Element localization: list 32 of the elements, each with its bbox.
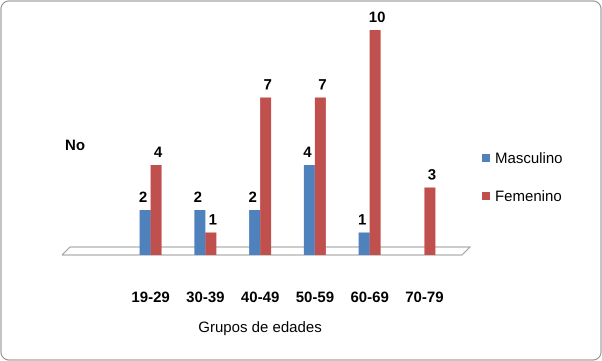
legend-label: Masculino [495,150,563,167]
data-label: 2 [194,189,202,206]
bar [424,188,436,255]
bar [194,210,206,255]
data-label: 4 [303,144,312,161]
x-tick-label: 60-69 [350,289,389,306]
y-axis-title: No [65,137,85,154]
data-label: 4 [154,144,163,161]
x-tick-label: 70-79 [405,289,444,306]
data-label: 2 [248,189,257,206]
bar [205,232,216,255]
data-label: 10 [368,9,386,26]
data-label: 1 [208,212,218,228]
data-label: 7 [318,76,327,94]
legend-label: Femenino [495,188,562,205]
x-tick-label: 50-59 [296,289,334,306]
data-label: 2 [138,189,148,206]
data-label: 1 [358,212,366,228]
bar [260,98,272,255]
bar [150,165,162,255]
data-label: 3 [428,166,436,184]
x-tick-label: 30-39 [186,289,225,306]
bar [358,232,370,255]
bar [314,98,326,255]
bar [370,30,381,255]
data-label: 7 [263,76,272,94]
bar [249,210,260,255]
x-tick-label: 40-49 [240,289,280,306]
x-axis-title: Grupos de edades [198,319,322,336]
x-tick-label: 19-29 [131,289,170,306]
bar [140,210,151,255]
bar [304,165,315,255]
